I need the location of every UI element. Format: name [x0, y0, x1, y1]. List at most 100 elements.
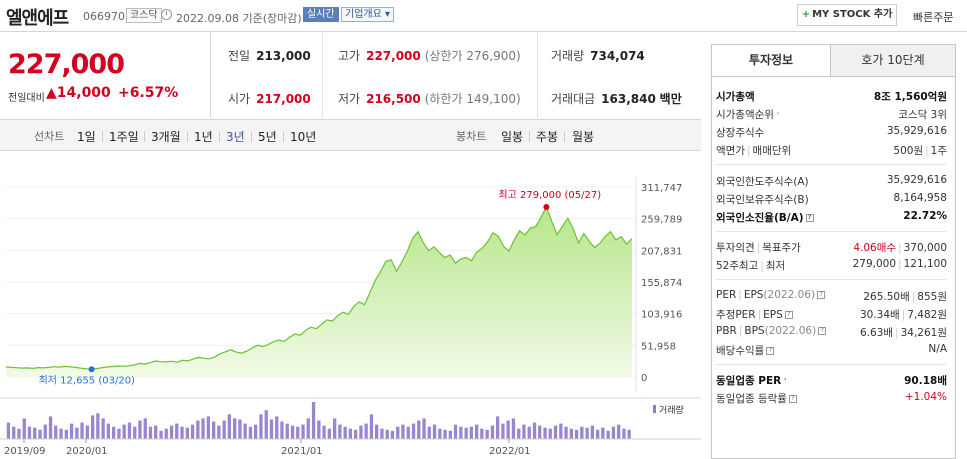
volume-bar	[117, 428, 121, 439]
row-sector-per: 동일업종 PER › 90.18배	[716, 373, 947, 389]
realtime-button[interactable]: 실시간	[303, 7, 339, 22]
volume-bar	[122, 424, 126, 439]
tab-monthly[interactable]: 월봉	[572, 130, 595, 144]
volume-bar	[96, 413, 100, 439]
y-tick-label: 51,958	[641, 341, 676, 352]
tab-orderbook-10[interactable]: 호가 10단계	[830, 44, 956, 77]
stat-high: 고가 227,000 (상한가 276,900)	[338, 47, 521, 64]
investment-info-panel: 투자정보 호가 10단계 시가총액 8조 1,560억원 시가총액순위 › 코스닥…	[711, 44, 956, 459]
volume-bar	[506, 420, 510, 439]
stat-value: 163,840	[601, 92, 656, 106]
volume-bar	[6, 422, 11, 439]
volume-bar	[338, 424, 342, 439]
volume-bar	[385, 429, 389, 440]
x-tick-label: 2019/09	[4, 446, 46, 457]
row-dividend: 배당수익률? N/A	[716, 343, 947, 359]
line-chart-label: 선차트	[34, 130, 65, 143]
row-52week: 52주최고 | 최저 279,000 | 121,100	[716, 258, 947, 272]
volume-bar	[401, 424, 405, 439]
stat-label: 시가	[228, 92, 251, 106]
tab-daily[interactable]: 일봉	[501, 130, 524, 144]
help-icon[interactable]: ?	[818, 327, 827, 335]
tab-3y[interactable]: 3년	[226, 130, 245, 144]
bps-year: (2022.06)	[764, 325, 817, 337]
help-icon[interactable]: ?	[817, 291, 826, 299]
volume-bar	[201, 418, 205, 439]
tab-1y[interactable]: 1년	[194, 130, 213, 144]
volume-bar	[611, 426, 616, 439]
row-opinion: 투자의견 | 목표주가 4.06매수 | 370,000	[716, 242, 947, 254]
row-foreign-ratio: 외국인소진율(B/A)? 22.72%	[716, 210, 947, 226]
volume-bar	[411, 423, 416, 439]
volume-bar	[112, 426, 116, 439]
volume-bar	[606, 430, 610, 439]
volume-bar	[448, 430, 452, 439]
stat-value: 227,000	[366, 49, 421, 63]
stat-prev-close: 전일 213,000	[228, 47, 311, 64]
x-tick-label: 2021/01	[281, 446, 323, 457]
chart-period-tabs: 선차트 1일 1주일 3개월 1년 3년 5년 10년 봉차트 일봉 주봉 월봉	[0, 119, 701, 151]
stock-header: 엘앤에프 066970 코스닥 2022.09.08 기준(장마감) 실시간 기…	[0, 0, 967, 32]
y-tick-label: 311,747	[641, 183, 682, 194]
volume-bar	[359, 425, 363, 439]
volume-bar	[275, 416, 279, 439]
info-icon[interactable]: ›	[776, 110, 780, 117]
volume-bar	[427, 426, 431, 439]
market-cap-rank-label-wrap: 시가총액순위 ›	[716, 107, 780, 122]
volume-bar	[527, 426, 531, 439]
tab-1d[interactable]: 1일	[77, 130, 96, 144]
volume-bar	[59, 428, 63, 439]
stat-label: 저가	[338, 92, 361, 106]
dividend-label: 배당수익률	[716, 345, 765, 357]
volume-bar	[354, 429, 358, 440]
volume-bar	[196, 420, 200, 439]
volume-bar	[617, 424, 621, 439]
volume-bar	[564, 426, 568, 439]
volume-bar	[622, 428, 626, 439]
est-eps-value: 7,482원	[907, 309, 947, 321]
tab-5y[interactable]: 5년	[258, 130, 277, 144]
help-icon[interactable]: ?	[805, 214, 814, 222]
par-value: 500원	[893, 145, 924, 157]
est-per-label: 추정PER	[716, 309, 756, 321]
price-line	[5, 205, 633, 370]
stat-value: 213,000	[256, 49, 311, 63]
volume-bar	[296, 426, 300, 439]
add-my-stock-button[interactable]: + MY STOCK 추가	[797, 4, 897, 26]
help-icon[interactable]: ?	[784, 311, 793, 319]
help-icon[interactable]: ?	[766, 347, 775, 355]
stock-name: 엘앤에프	[6, 8, 69, 29]
volume-bar	[185, 427, 189, 439]
tab-investment-info[interactable]: 투자정보	[711, 44, 831, 77]
sector-per-value: 90.18배	[904, 375, 947, 387]
volume-bar	[406, 426, 410, 439]
volume-bar	[133, 426, 137, 439]
change-percent: +6.57%	[118, 85, 179, 101]
volume-bar	[322, 425, 326, 439]
volume-bar	[212, 421, 216, 439]
bps-label: BPS	[744, 325, 765, 337]
quick-order-link[interactable]: 빠른주문	[913, 11, 954, 24]
tab-10y[interactable]: 10년	[290, 130, 317, 144]
sector-per-label: 동일업종 PER	[716, 375, 782, 387]
company-overview-dropdown[interactable]: 기업개요 ▾	[341, 7, 394, 22]
volume-bar	[569, 428, 573, 439]
volume-bar	[548, 428, 552, 439]
quote-date: 2022.09.08 기준(장마감)	[176, 12, 302, 25]
tab-3m[interactable]: 3개월	[151, 130, 181, 144]
tab-weekly[interactable]: 주봉	[536, 130, 559, 144]
tab-1w[interactable]: 1주일	[109, 130, 139, 144]
volume-bar	[590, 425, 594, 439]
volume-bar	[574, 429, 579, 440]
stat-unit: 백만	[659, 92, 682, 106]
help-icon[interactable]: ?	[788, 395, 797, 403]
opinion-label: 투자의견	[716, 242, 755, 254]
price-summary: 227,000 전일대비 ▲14,000 +6.57%	[0, 33, 211, 118]
x-tick-label: 2020/01	[66, 446, 108, 457]
volume-bar	[369, 414, 374, 439]
volume-bar	[453, 424, 458, 439]
volume-bar	[443, 429, 447, 440]
eps-label: EPS	[743, 289, 764, 301]
info-icon[interactable]: ›	[784, 376, 787, 383]
52week-low-value: 121,100	[903, 258, 947, 270]
